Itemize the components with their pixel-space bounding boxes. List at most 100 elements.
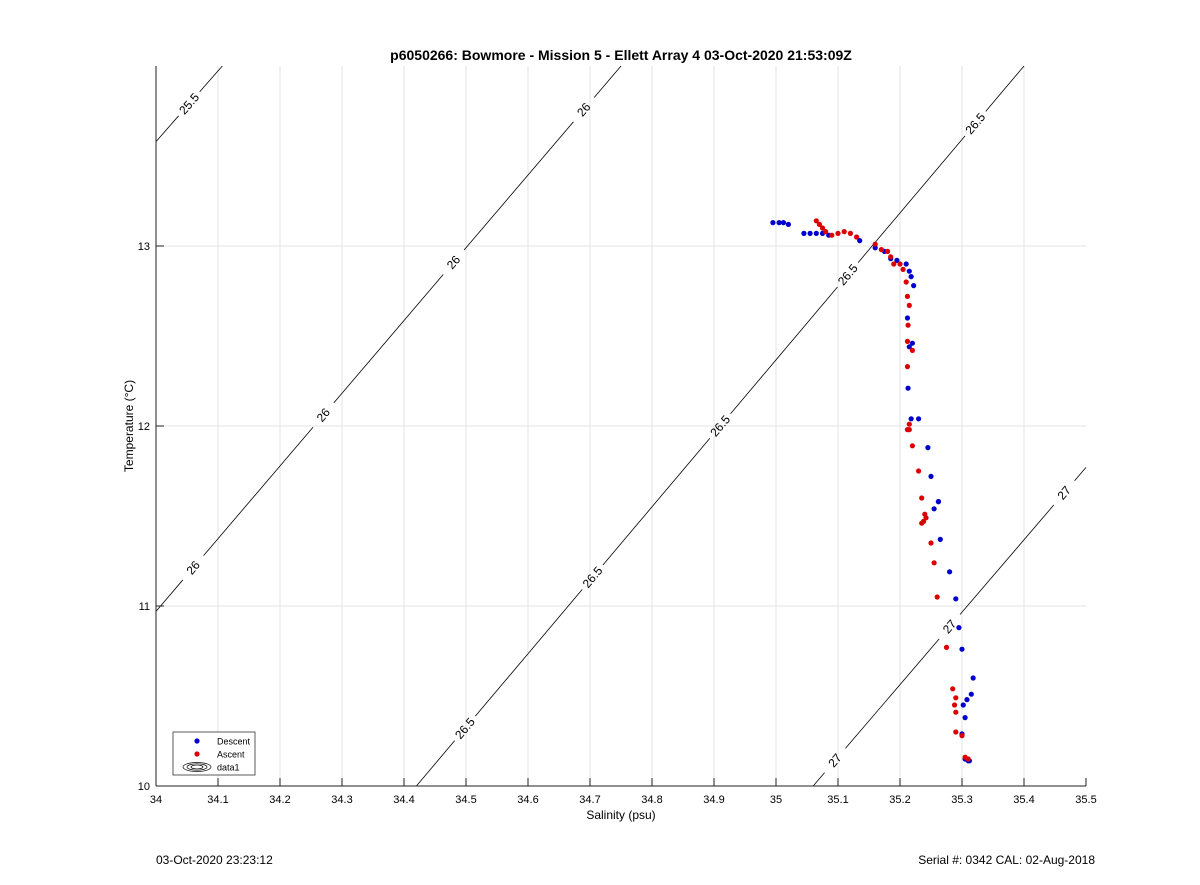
descent-point bbox=[807, 230, 813, 236]
ascent-point bbox=[872, 241, 878, 247]
ascent-point bbox=[819, 225, 826, 231]
y-tick-label: 12 bbox=[138, 421, 150, 433]
contour-label: 25.5 bbox=[176, 90, 202, 117]
ascent-point bbox=[951, 702, 958, 708]
contour-line-26 bbox=[593, 65, 622, 98]
descent-point bbox=[904, 315, 911, 321]
contour-line-26 bbox=[333, 274, 444, 404]
contour-line-26 bbox=[155, 579, 184, 612]
footer-serial-cal: Serial #: 0342 CAL: 02-Aug-2018 bbox=[918, 853, 1095, 867]
contour-label: 26.5 bbox=[580, 564, 606, 591]
descent-point bbox=[931, 506, 937, 512]
descent-point bbox=[906, 268, 912, 274]
descent-point bbox=[935, 499, 942, 505]
contour-label: 26.5 bbox=[835, 261, 861, 288]
descent-point bbox=[960, 702, 966, 708]
ascent-point bbox=[953, 709, 959, 715]
x-tick-label: 34.1 bbox=[207, 794, 228, 806]
contour-line-26.5 bbox=[857, 135, 966, 263]
x-tick-label: 35 bbox=[770, 794, 782, 806]
ascent-point bbox=[904, 293, 911, 299]
legend: Descent Ascent data1 bbox=[172, 731, 256, 776]
y-tick-label: 11 bbox=[139, 601, 150, 613]
axes: 34 34.1 34.2 34.3 34.4 34.5 34.6 34.7 34.8 34.9 35… bbox=[138, 66, 1097, 806]
ascent-point bbox=[909, 347, 916, 353]
descent-point bbox=[801, 230, 807, 236]
ascent-point bbox=[878, 247, 885, 253]
ascent-point bbox=[931, 560, 937, 566]
x-tick-label: 35.3 bbox=[951, 794, 972, 806]
descent-point bbox=[894, 257, 900, 263]
contour-label: 26 bbox=[314, 405, 334, 424]
contour-line-26 bbox=[463, 121, 574, 251]
legend-label: Ascent bbox=[217, 750, 245, 760]
ascent-point bbox=[928, 540, 934, 546]
ascent-point bbox=[906, 421, 912, 427]
ascent-point bbox=[916, 468, 922, 474]
x-tick-label: 34.8 bbox=[641, 794, 662, 806]
legend-marker-descent bbox=[194, 738, 200, 744]
descent-point bbox=[813, 230, 819, 236]
ascent-point bbox=[953, 695, 959, 701]
ascent-point bbox=[919, 495, 925, 501]
ascent-point bbox=[835, 230, 841, 236]
contour-label: 26 bbox=[184, 558, 204, 577]
x-tick-label: 34.5 bbox=[455, 794, 476, 806]
descent-point bbox=[911, 283, 917, 289]
contour-line-26.5 bbox=[475, 589, 583, 717]
ascent-point bbox=[943, 644, 950, 651]
ascent-point bbox=[897, 261, 903, 267]
descent-point bbox=[925, 445, 931, 451]
x-tick-label: 35.5 bbox=[1075, 794, 1096, 806]
descent-point bbox=[780, 220, 787, 226]
ascent-point bbox=[854, 234, 860, 240]
contour-line-26.5 bbox=[602, 437, 711, 566]
x-tick-label: 34.9 bbox=[703, 794, 724, 806]
ascent-point bbox=[953, 729, 959, 735]
contour-line-25.5 bbox=[155, 115, 179, 142]
legend-marker-ascent bbox=[194, 751, 200, 757]
legend-label: Descent bbox=[217, 737, 251, 747]
ascent-point bbox=[959, 733, 965, 739]
descent-point bbox=[928, 473, 934, 479]
contour-label: 26.5 bbox=[452, 715, 478, 742]
contour-line-26.5 bbox=[416, 740, 455, 787]
descent-point bbox=[953, 596, 959, 602]
descent-point bbox=[916, 416, 922, 422]
x-tick-label: 35.4 bbox=[1013, 794, 1034, 806]
descent-point bbox=[908, 274, 914, 280]
ascent-point bbox=[847, 230, 854, 236]
ascent-point bbox=[906, 302, 912, 308]
ascent-point bbox=[903, 279, 909, 285]
x-tick-label: 35.1 bbox=[827, 794, 848, 806]
descent-point bbox=[956, 625, 962, 631]
ascent-point bbox=[829, 232, 835, 238]
x-tick-label: 34 bbox=[150, 794, 162, 806]
descent-point bbox=[964, 697, 970, 703]
chart-title: p6050266: Bowmore - Mission 5 - Ellett A… bbox=[390, 47, 852, 63]
contour-label: 26 bbox=[574, 100, 594, 119]
ascent-point bbox=[823, 229, 829, 235]
descent-point bbox=[776, 220, 782, 226]
legend-box bbox=[172, 731, 256, 776]
descent-point bbox=[872, 245, 878, 251]
ascent-point bbox=[904, 338, 911, 344]
contour-line-25.5 bbox=[199, 65, 223, 93]
contour-line-26.5 bbox=[985, 65, 1025, 112]
descent-point bbox=[947, 569, 953, 575]
descent-point bbox=[937, 536, 943, 543]
descent-point bbox=[785, 221, 792, 227]
descent-point bbox=[905, 385, 911, 391]
ascent-point bbox=[841, 229, 847, 235]
descent-point bbox=[857, 238, 863, 244]
ascent-point bbox=[904, 364, 911, 370]
legend-label: data1 bbox=[217, 763, 240, 773]
ascent-point bbox=[905, 322, 911, 328]
descent-point bbox=[903, 261, 909, 267]
contour-line-27 bbox=[845, 638, 940, 749]
contour-line-26 bbox=[203, 426, 314, 556]
y-axis-label: Temperature (°C) bbox=[122, 380, 136, 472]
descent-point bbox=[962, 715, 968, 721]
descent-point bbox=[908, 416, 914, 422]
